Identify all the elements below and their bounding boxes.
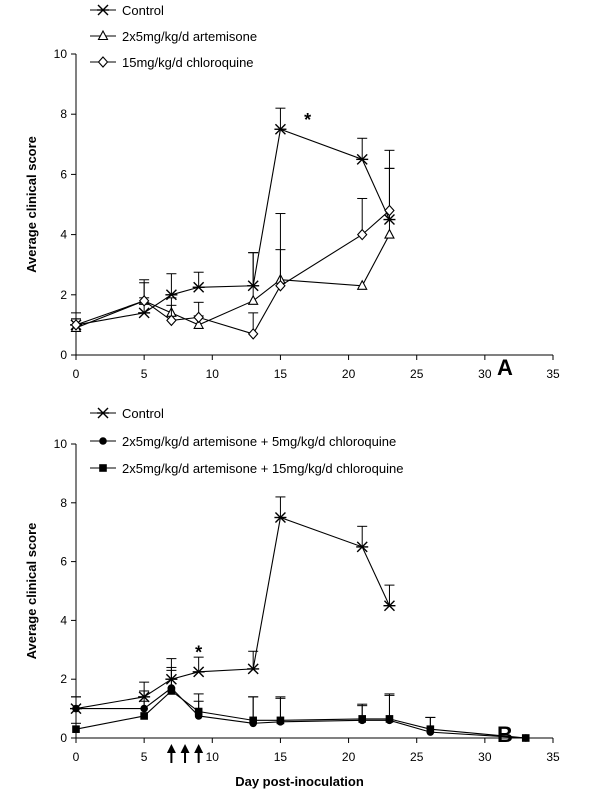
panel-a-x-tick-label-1: 5 [141,367,148,381]
panel-a-legend-item-1: 2x5mg/kg/d artemisone [90,29,257,44]
panel-b-treatment-arrow-2 [194,744,204,763]
panel-a-series-1-point-3 [193,318,205,329]
panel-b-x-tick-label-7: 35 [546,750,560,764]
panel-b-x-axis-label: Day post-inoculation [235,774,364,789]
panel-b-treatment-arrow-head-2 [194,744,204,753]
panel-a-legend-item-2: 15mg/kg/d chloroquine [90,55,254,70]
panel-a-series-2-line [75,210,390,335]
panel-a-y-tick-label-2: 4 [60,228,67,242]
panel-b-series-2-point-7 [385,715,394,723]
panel-b-x-tick-label-4: 20 [342,750,356,764]
panel-b-panel-label: B [497,722,513,747]
panel-b-legend-label-1: 2x5mg/kg/d artemisone + 5mg/kg/d chloroq… [122,434,396,449]
panel-a-series-1-point-7 [384,228,395,239]
panel-a-series-1 [70,149,395,332]
panel-b-legend-item-0: Control [90,406,164,421]
panel-b-series-0-line [75,516,390,710]
panel-a-y-tick-label-0: 0 [60,348,67,362]
panel-b-series-2-point-8 [426,725,435,733]
panel-a-x-tick-label-0: 0 [73,367,80,381]
panel-b-y-tick-label-3: 6 [60,555,67,569]
panel-b-series-0 [70,496,396,715]
panel-b-legend-label-0: Control [122,406,164,421]
panel-b-legend-marker-2 [99,464,107,472]
panel-b-series-2-point-2 [167,687,176,695]
panel-a-series-2-point-2 [166,314,177,327]
panel-b-treatment-arrow-head-1 [180,744,190,753]
panel-a-series-2-point-6 [356,228,368,241]
panel-b-x-tick-label-1: 5 [141,750,148,764]
panel-b-series-2-point-4 [249,716,257,725]
panel-a-series-0-line [75,128,390,326]
panel-a-x-tick-label-3: 15 [274,367,288,381]
panel-a-legend-label-0: Control [122,3,164,18]
panel-a-x-tick-label-7: 35 [546,367,560,381]
panel-b-series-2-line [75,690,526,739]
panel-a-series-2-point-1 [138,294,150,307]
panel-a-series-2-point-7 [384,204,395,217]
panel-b-x-tick-label-6: 30 [478,750,492,764]
panel-a-series-0 [70,107,396,331]
panel-a-significance-annotation: * [304,110,311,130]
panel-a-series-1-point-4 [247,294,259,305]
panel-b-treatment-arrow-head-0 [166,744,176,753]
panel-b-legend-item-1: 2x5mg/kg/d artemisone + 5mg/kg/d chloroq… [90,434,396,449]
panel-a-series-2 [70,167,395,340]
panel-b-significance-annotation: * [195,643,202,663]
panel-b-y-tick-label-5: 10 [54,437,68,451]
panel-b-series-2-point-5 [276,716,285,725]
panel-b-legend-marker-1 [99,437,107,445]
panel-a-series-1-line [75,234,390,329]
panel-a-series-2-point-3 [193,311,204,324]
panel-b-x-tick-label-3: 15 [274,750,288,764]
panel-b-legend-item-2: 2x5mg/kg/d artemisone + 15mg/kg/d chloro… [90,461,403,476]
panel-a-x-tick-label-2: 10 [206,367,220,381]
panel-b-series-2-point-3 [194,707,203,716]
panel-b-series-2 [71,669,530,742]
panel-b-y-tick-label-1: 2 [60,672,67,686]
panel-a-legend-marker-1 [97,29,109,41]
panel-b: 0 2 4 6 8 10 0 5 10 15 20 25 30 35 Average clinical sc… [24,406,560,789]
panel-a-x-tick-label-4: 20 [342,367,356,381]
panel-b-y-tick-label-0: 0 [60,731,67,745]
panel-a-legend-marker-2 [97,56,109,68]
panel-b-series-1-point-0 [72,704,80,713]
panel-b-x-tick-label-0: 0 [73,750,80,764]
panel-a-y-axis-label: Average clinical score [24,136,39,273]
panel-b-series-2-point-1 [140,712,148,720]
panel-a: 0 2 4 6 8 10 0 5 10 15 20 25 30 35 Average clinical sc… [24,3,560,381]
panel-a-x-tick-label-6: 30 [478,367,492,381]
panel-b-series-1-line [76,687,526,739]
panel-a-y-tick-label-5: 10 [54,47,68,61]
panel-b-series-1 [71,666,530,742]
panel-a-y-tick-label-1: 2 [60,288,67,302]
panel-b-x-tick-label-2: 10 [206,750,220,764]
panel-a-y-tick-label-3: 6 [60,167,67,181]
panel-a-series-2-point-0 [70,319,82,331]
panel-b-series-2-point-9 [521,734,530,742]
panel-b-x-tick-label-5: 25 [410,750,424,764]
panel-a-x-tick-label-5: 25 [410,367,424,381]
panel-b-series-2-point-6 [358,715,366,723]
panel-b-y-axis-label: Average clinical score [24,523,39,660]
panel-a-legend-label-2: 15mg/kg/d chloroquine [122,55,254,70]
panel-b-y-tick-label-4: 8 [60,496,67,510]
panel-a-panel-label: A [497,355,513,380]
panel-b-y-tick-label-2: 4 [60,613,67,627]
panel-b-treatment-arrow-1 [180,744,190,763]
panel-a-legend-item-0: Control [90,3,164,18]
panel-a-series-2-point-5 [275,279,286,292]
panel-b-legend-label-2: 2x5mg/kg/d artemisone + 15mg/kg/d chloro… [122,461,403,476]
panel-a-series-1-point-6 [356,279,368,290]
panel-b-series-2-point-0 [72,725,80,733]
panel-a-legend-label-1: 2x5mg/kg/d artemisone [122,29,257,44]
panel-b-treatment-arrow-0 [166,744,176,763]
panel-a-y-tick-label-4: 8 [60,107,67,121]
panel-a-series-2-point-4 [247,328,259,340]
